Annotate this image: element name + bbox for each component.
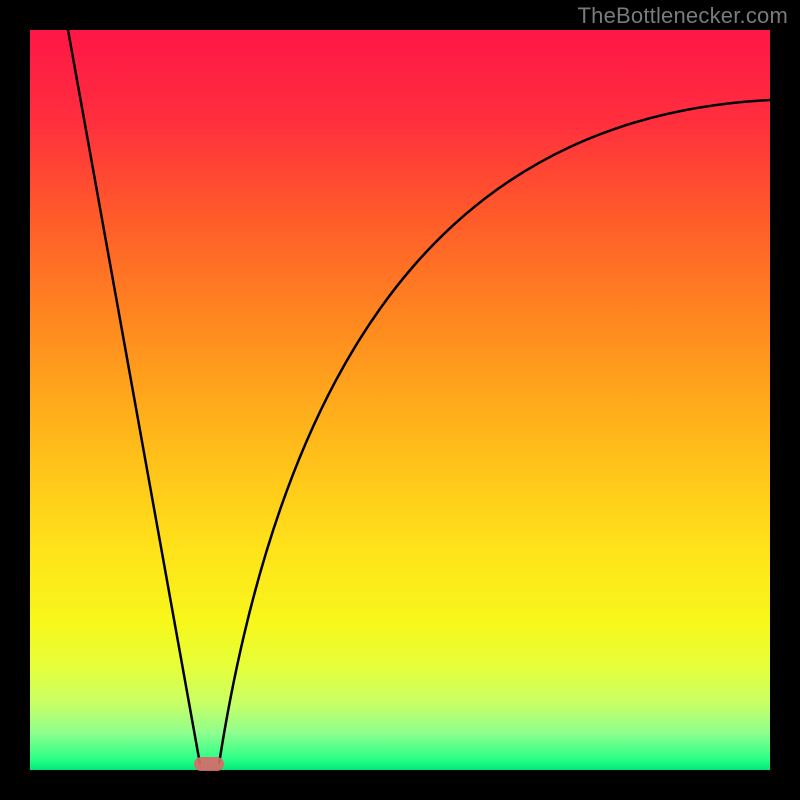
bottleneck-curve-left: [68, 30, 200, 764]
bottleneck-curve-right: [219, 100, 770, 764]
optimal-marker: [194, 757, 224, 771]
chart-container: TheBottlenecker.com: [0, 0, 800, 800]
watermark-text: TheBottlenecker.com: [578, 3, 788, 29]
curve-layer: [0, 0, 800, 800]
